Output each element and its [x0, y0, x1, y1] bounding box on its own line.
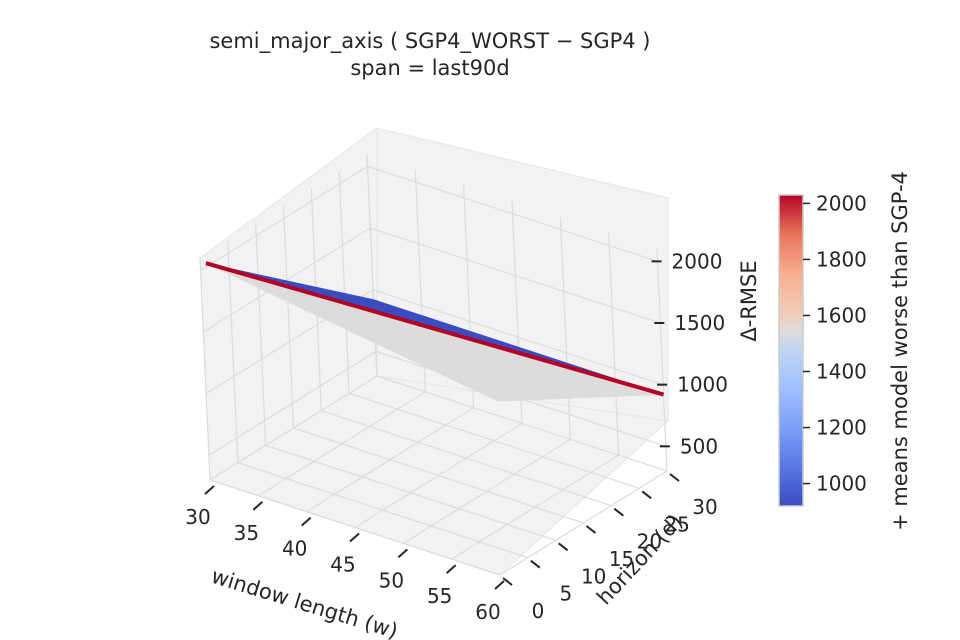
grid-y-floor: [376, 375, 668, 472]
grid-y-floor: [293, 427, 584, 524]
z-axis-label: Δ-RMSE: [737, 260, 761, 341]
y-tick-label: 25: [664, 512, 689, 536]
colorbar-tick-label: 2000: [816, 191, 867, 215]
y-axis-label: horizon (d): [592, 510, 687, 610]
y-tick: [530, 559, 541, 569]
surface-ridge: [205, 261, 665, 397]
grid-y-left: [255, 223, 267, 446]
y-tick: [641, 490, 652, 500]
grid-z-left: [203, 227, 371, 333]
y-tick-label: 20: [637, 530, 662, 554]
x-tick: [204, 485, 215, 495]
y-tick-label: 10: [581, 564, 606, 588]
grid-y-left: [227, 240, 239, 463]
x-tick-label: 45: [330, 553, 355, 577]
y-tick-label: 0: [532, 599, 545, 623]
y-tick: [558, 542, 569, 552]
grid-y-floor: [348, 392, 640, 489]
grid-z-left: [208, 350, 377, 456]
z-tick-label: 2000: [672, 249, 723, 273]
x-tick-label: 35: [234, 521, 259, 545]
grid-z-back: [372, 289, 664, 386]
z-tick-label: 1000: [677, 373, 728, 397]
y-tick-label: 5: [559, 582, 572, 606]
x-tick-label: 60: [475, 600, 500, 624]
colorbar-tick-label: 1600: [816, 303, 867, 327]
colorbar: [778, 194, 804, 507]
x-tick: [252, 501, 263, 511]
chart-subtitle: span = last90d: [350, 56, 510, 80]
x-tick-label: 40: [282, 537, 307, 561]
x-tick: [494, 580, 505, 590]
grid-y-floor: [265, 444, 556, 541]
grid-x-back: [656, 248, 668, 472]
y-tick: [585, 525, 597, 534]
x-tick-label: 50: [379, 568, 404, 592]
y-tick: [613, 507, 624, 517]
x-tick: [397, 548, 408, 559]
colorbar-label: + means model worse than SGP-4: [888, 171, 912, 531]
y-tick: [502, 577, 513, 586]
colorbar-tick-label: 1000: [816, 472, 867, 496]
grid-x-back: [608, 233, 620, 456]
x-axis-label: window length (w): [209, 564, 401, 640]
colorbar-tick-label: 1400: [816, 360, 867, 384]
x-tick-label: 55: [427, 584, 452, 608]
grid-y-left: [338, 171, 350, 394]
y-tick: [669, 473, 680, 482]
grid-y-left: [199, 257, 211, 481]
grid-x-back: [559, 217, 571, 440]
grid-z-back: [370, 227, 661, 324]
y-tick-label: 15: [609, 547, 634, 571]
grid-z-left: [200, 165, 368, 271]
grid-lines: [199, 153, 668, 576]
x-tick: [301, 516, 312, 527]
grid-y-floor: [237, 462, 529, 559]
colorbar-tick-label: 1800: [816, 247, 867, 271]
colorbar-tick-label: 1200: [816, 416, 867, 440]
z-tick-label: 1500: [674, 311, 725, 335]
colorbar-ticks: 1000 1200 1400 1600 1800 2000: [803, 191, 867, 496]
x-tick: [446, 564, 457, 574]
surface-patches: [205, 261, 665, 402]
chart-title: semi_major_axis ( SGP4_WORST − SGP4 ): [209, 29, 651, 53]
z-tick-label: 500: [680, 434, 718, 458]
x-tick: [349, 532, 360, 543]
chart-title-block: semi_major_axis ( SGP4_WORST − SGP4 ) sp…: [0, 28, 860, 82]
grid-y-floor: [321, 410, 612, 507]
grid-z-back: [367, 165, 658, 262]
grid-y-left: [282, 205, 295, 429]
y-tick-label: 30: [692, 495, 717, 519]
grid-y-floor: [209, 479, 501, 576]
x-tick-label: 30: [185, 505, 210, 529]
